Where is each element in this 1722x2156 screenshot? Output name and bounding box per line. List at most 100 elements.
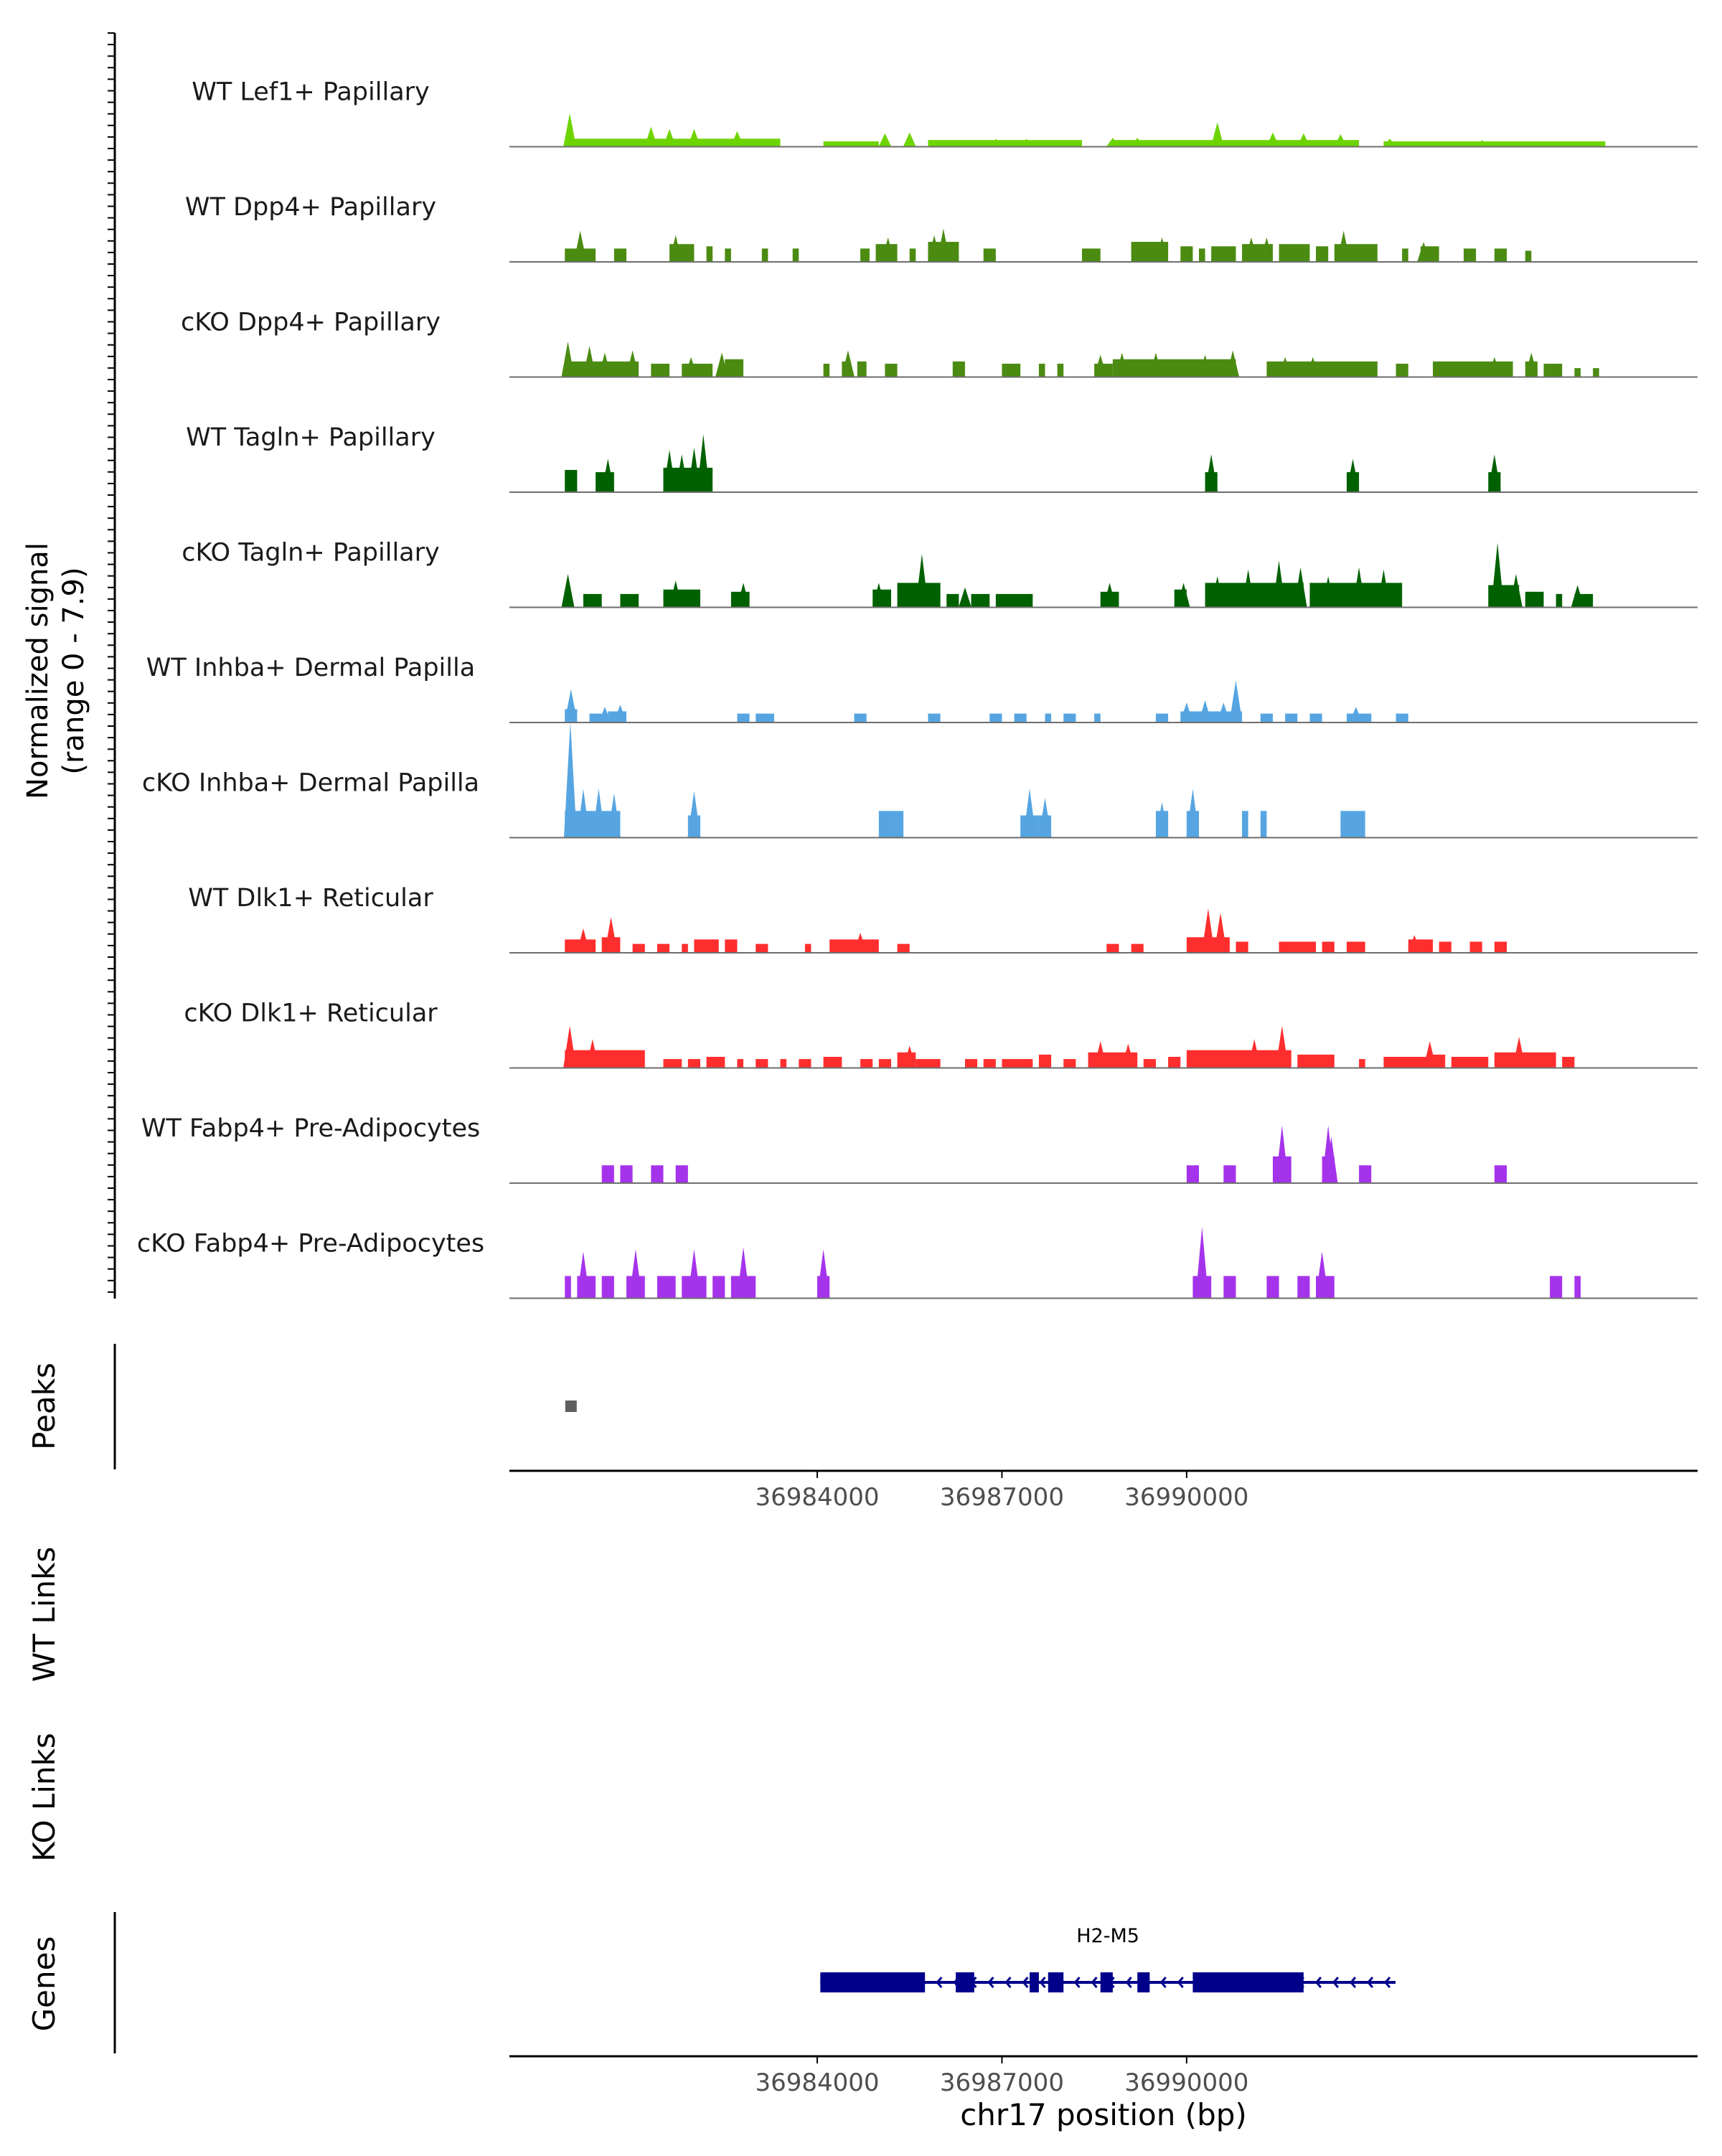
track-label: WT Inhba+ Dermal Papilla xyxy=(146,654,475,682)
genes-x-axis-ticks: 36984000 36987000 36990000 xyxy=(755,2056,1248,2097)
coverage-peak xyxy=(697,434,710,492)
coverage-block xyxy=(1223,1276,1236,1299)
coverage-peak xyxy=(958,587,971,608)
coverage-block xyxy=(632,943,645,953)
coverage-block xyxy=(878,1059,891,1068)
strand-arrow xyxy=(1142,1977,1149,1988)
coverage-peak xyxy=(1487,454,1501,492)
coverage-block xyxy=(1168,1057,1181,1068)
gene-exon xyxy=(1030,1972,1039,1992)
coverage-block xyxy=(601,1165,614,1183)
coverage-peak xyxy=(1229,680,1243,722)
coverage-peak xyxy=(841,350,855,377)
coverage-block xyxy=(1081,248,1101,262)
coverage-peak xyxy=(1349,707,1363,722)
coverage-peak xyxy=(1408,935,1421,953)
coverage-peak xyxy=(1294,567,1307,608)
coverage-peak xyxy=(1248,1039,1261,1068)
track-10: WT Fabp4+ Pre-Adipocytes xyxy=(141,1114,1698,1184)
gene-exon xyxy=(1226,1972,1298,1992)
coverage-peak xyxy=(626,350,639,377)
coverage-peak xyxy=(1180,702,1193,722)
coverage-block xyxy=(725,248,731,262)
coverage-block xyxy=(1236,941,1248,953)
coverage-peak xyxy=(563,1025,577,1068)
coverage-block xyxy=(761,248,768,262)
coverage-block xyxy=(1463,248,1477,262)
coverage-block xyxy=(1260,713,1273,722)
coverage-block xyxy=(1543,363,1563,377)
coverage-block xyxy=(1340,811,1353,838)
strand-arrow xyxy=(1125,1977,1132,1988)
coverage-peak xyxy=(561,341,575,377)
coverage-peak xyxy=(669,235,682,262)
coverage-peak xyxy=(1214,913,1228,953)
strand-arrow xyxy=(1039,1977,1046,1988)
coverage-block xyxy=(1297,1054,1335,1068)
coverage-block xyxy=(756,943,768,953)
coverage-block xyxy=(663,1059,682,1068)
coverage-peak xyxy=(1195,1227,1209,1299)
x-axis-title: chr17 position (bp) xyxy=(960,2097,1247,2132)
x-tick-label: 36987000 xyxy=(940,1483,1064,1512)
coverage-block xyxy=(983,1059,996,1068)
coverage-peak xyxy=(1131,138,1144,147)
coverage-block xyxy=(1396,713,1408,722)
coverage-peak xyxy=(730,131,744,147)
coverage-peak xyxy=(928,235,941,262)
coverage-peak xyxy=(1115,352,1129,377)
coverage-peak xyxy=(1186,789,1200,838)
coverage-peak xyxy=(1106,138,1119,147)
strand-arrow xyxy=(1349,1977,1357,1988)
strand-arrow xyxy=(1228,1977,1236,1988)
coverage-peak xyxy=(1322,576,1335,608)
coverage-peak xyxy=(1038,797,1052,838)
coverage-block xyxy=(928,713,941,722)
coverage-block xyxy=(1322,941,1335,953)
coverage-block xyxy=(1155,713,1169,722)
coverage-block xyxy=(725,359,744,377)
coverage-block xyxy=(620,593,639,608)
track-1: WT Lef1+ Papillary xyxy=(192,78,1698,148)
coverage-block xyxy=(1211,246,1236,262)
coverage-peak xyxy=(1334,134,1347,147)
track-3: cKO Dpp4+ Papillary xyxy=(181,309,1698,378)
gene-name-label: H2-M5 xyxy=(1076,1925,1139,1947)
coverage-block xyxy=(1143,1059,1156,1068)
coverage-block xyxy=(792,248,799,262)
coverage-peak xyxy=(1260,237,1274,262)
coverage-block xyxy=(897,943,910,953)
coverage-peak xyxy=(1093,354,1107,377)
coverage-block xyxy=(878,811,891,838)
coverage-block xyxy=(756,1059,768,1068)
coverage-block xyxy=(1574,368,1581,377)
coverage-peak xyxy=(878,133,892,147)
coverage-block xyxy=(1593,368,1599,377)
track-8: WT Dlk1+ Reticular xyxy=(188,884,1698,954)
coverage-block xyxy=(1002,1059,1033,1068)
strand-arrow xyxy=(1246,1977,1253,1988)
coverage-block xyxy=(1279,941,1317,953)
strand-arrow xyxy=(1263,1977,1270,1988)
strand-arrow xyxy=(1280,1977,1287,1988)
strand-arrow xyxy=(1091,1977,1098,1988)
coverage-block xyxy=(964,1059,978,1068)
coverage-block xyxy=(1352,811,1365,838)
strand-arrow xyxy=(1177,1977,1184,1988)
coverage-block xyxy=(1451,1057,1489,1068)
coverage-peak xyxy=(576,928,590,953)
coverage-peak xyxy=(576,1251,590,1299)
coverage-peak xyxy=(684,357,698,377)
coverage-block xyxy=(725,939,738,953)
strand-arrow xyxy=(1194,1977,1201,1988)
coverage-block xyxy=(1469,941,1482,953)
coverage-block xyxy=(565,470,578,492)
coverage-block xyxy=(1266,361,1378,377)
coverage-peak xyxy=(687,128,701,147)
coverage-peak xyxy=(1337,230,1350,262)
coverage-block xyxy=(1359,1059,1365,1068)
coverage-peak xyxy=(817,1249,830,1299)
peak-regions xyxy=(565,1401,577,1412)
coverage-peak xyxy=(598,352,611,377)
coverage-block xyxy=(916,1059,941,1068)
